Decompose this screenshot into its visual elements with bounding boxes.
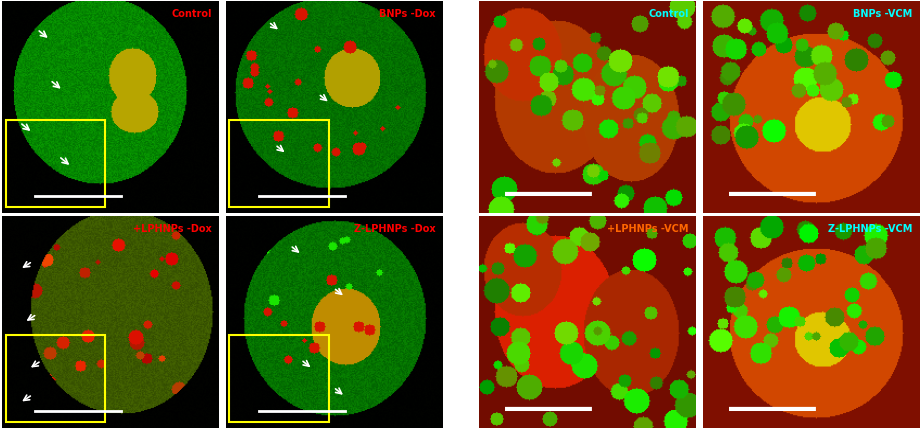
Text: Z-LPHNPs -Dox: Z-LPHNPs -Dox (354, 223, 436, 233)
Text: Control: Control (171, 9, 212, 18)
Text: Z-LPHNPs -VCM: Z-LPHNPs -VCM (828, 223, 913, 233)
Text: +LPHNPs -VCM: +LPHNPs -VCM (607, 223, 689, 233)
Text: Control: Control (648, 9, 689, 18)
Bar (229, 335, 329, 422)
Text: BNPs -VCM: BNPs -VCM (854, 9, 913, 18)
Text: +LPHNPs -Dox: +LPHNPs -Dox (133, 223, 212, 233)
Bar (6, 335, 105, 422)
Text: BNPs -Dox: BNPs -Dox (379, 9, 436, 18)
Bar (229, 121, 329, 207)
Bar (6, 121, 105, 207)
